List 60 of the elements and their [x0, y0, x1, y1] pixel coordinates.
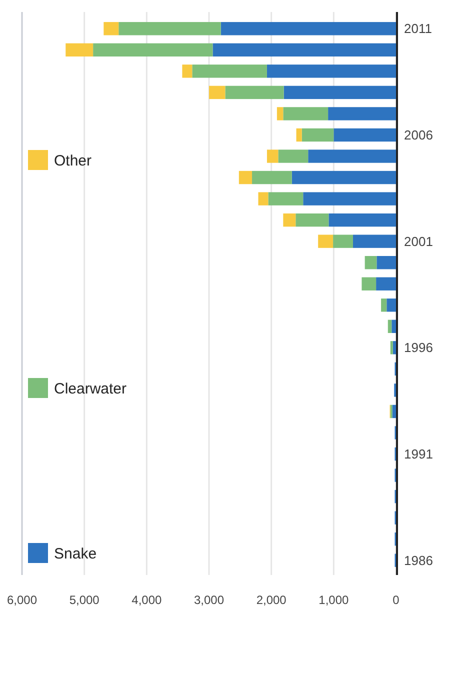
bar [334, 128, 396, 142]
bar [302, 128, 334, 142]
bar [252, 170, 292, 184]
bar [268, 192, 304, 206]
x-tick-label: 0 [392, 593, 400, 608]
bar [296, 213, 329, 227]
bar [392, 404, 396, 418]
y-tick-label: 1986 [404, 552, 433, 568]
bar [209, 86, 226, 100]
x-tick-label: 3,000 [194, 593, 224, 608]
bar [225, 86, 284, 100]
bar [238, 170, 252, 184]
y-tick-label: 2006 [404, 128, 433, 143]
bar [296, 128, 302, 142]
bar [381, 298, 387, 312]
bar [328, 213, 396, 227]
bar [333, 234, 353, 248]
bar [308, 150, 396, 163]
x-tick-label: 6,000 [6, 593, 38, 608]
y-tick-label: 2011 [404, 21, 432, 36]
bar [276, 107, 284, 120]
bar [283, 213, 296, 227]
x-tick-label: 2,000 [256, 593, 287, 608]
legend-label: Snake [54, 545, 97, 562]
bar [376, 256, 396, 270]
bar [278, 150, 308, 163]
bar [318, 234, 334, 248]
bar [392, 341, 396, 354]
bar [386, 298, 396, 312]
legend-label: Clearwater [54, 380, 127, 398]
y-tick-label: 1996 [404, 340, 433, 356]
x-tick-label: 1,000 [318, 593, 350, 608]
bar [182, 64, 192, 78]
bar [258, 192, 268, 206]
y-tick-label: 2001 [404, 234, 433, 249]
bar [212, 43, 396, 56]
bar [392, 320, 396, 333]
bar [362, 277, 376, 290]
bar [388, 320, 392, 333]
bar [93, 43, 213, 56]
bar [292, 170, 396, 184]
bar [220, 22, 396, 36]
y-tick-label: 1991 [404, 446, 433, 462]
bar [118, 22, 221, 36]
bar [390, 341, 393, 354]
legend-label: Other [54, 152, 92, 170]
bar [266, 150, 278, 163]
x-tick-label: 5,000 [69, 593, 100, 608]
bar [284, 86, 396, 100]
bar [352, 234, 396, 248]
bar [266, 64, 396, 78]
bar [104, 22, 119, 36]
bar [303, 192, 396, 206]
bar [66, 43, 94, 56]
bar [192, 64, 267, 78]
bar [364, 256, 377, 270]
x-tick-label: 4,000 [132, 593, 162, 608]
bar [328, 107, 396, 120]
bar [376, 277, 396, 290]
bar [283, 107, 328, 120]
